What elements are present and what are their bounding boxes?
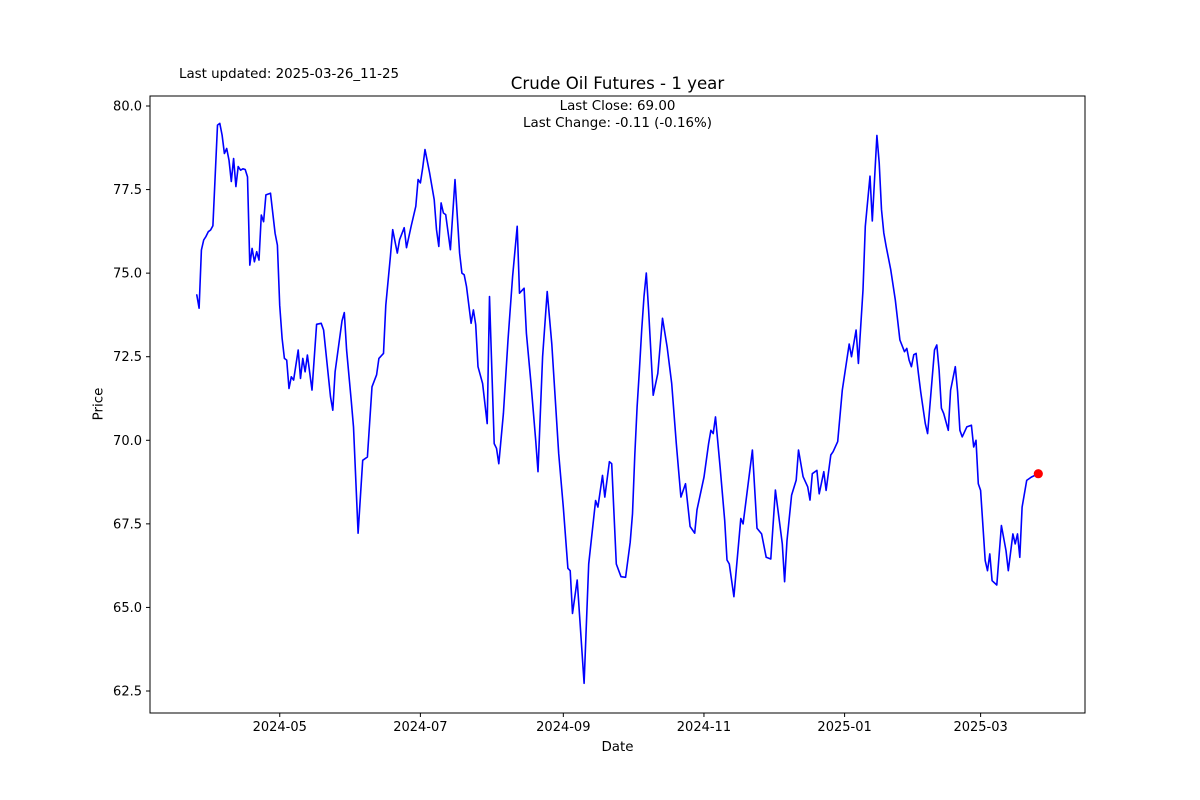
- y-tick-label: 77.5: [113, 183, 142, 198]
- last-change-annotation: Last Change: -0.11 (-0.16%): [523, 116, 712, 131]
- x-tick-label: 2025-03: [953, 720, 1007, 735]
- y-axis-label: Price: [91, 387, 107, 421]
- y-tick-label: 62.5: [113, 685, 142, 700]
- y-tick-label: 75.0: [113, 267, 142, 282]
- last-updated-text: Last updated: 2025-03-26_11-25: [179, 67, 400, 82]
- y-tick-label: 70.0: [113, 434, 142, 449]
- x-tick-label: 2025-01: [817, 720, 871, 735]
- plot-border: [149, 95, 1086, 714]
- x-tick-label: 2024-07: [393, 720, 447, 735]
- last-close-annotation: Last Close: 69.00: [559, 99, 676, 114]
- y-tick-label: 65.0: [113, 601, 142, 616]
- page-title: Crude Oil Futures - 1 year: [510, 74, 725, 93]
- y-tick-label: 72.5: [113, 350, 142, 365]
- x-tick-label: 2024-05: [253, 720, 307, 735]
- price-line: [196, 122, 1040, 685]
- x-tick-label: 2024-09: [536, 720, 590, 735]
- last-price-marker: [1033, 469, 1043, 479]
- x-axis-label: Date: [601, 740, 634, 755]
- y-tick-label: 67.5: [113, 517, 142, 532]
- y-tick-label: 80.0: [113, 100, 142, 115]
- x-tick-label: 2024-11: [677, 720, 731, 735]
